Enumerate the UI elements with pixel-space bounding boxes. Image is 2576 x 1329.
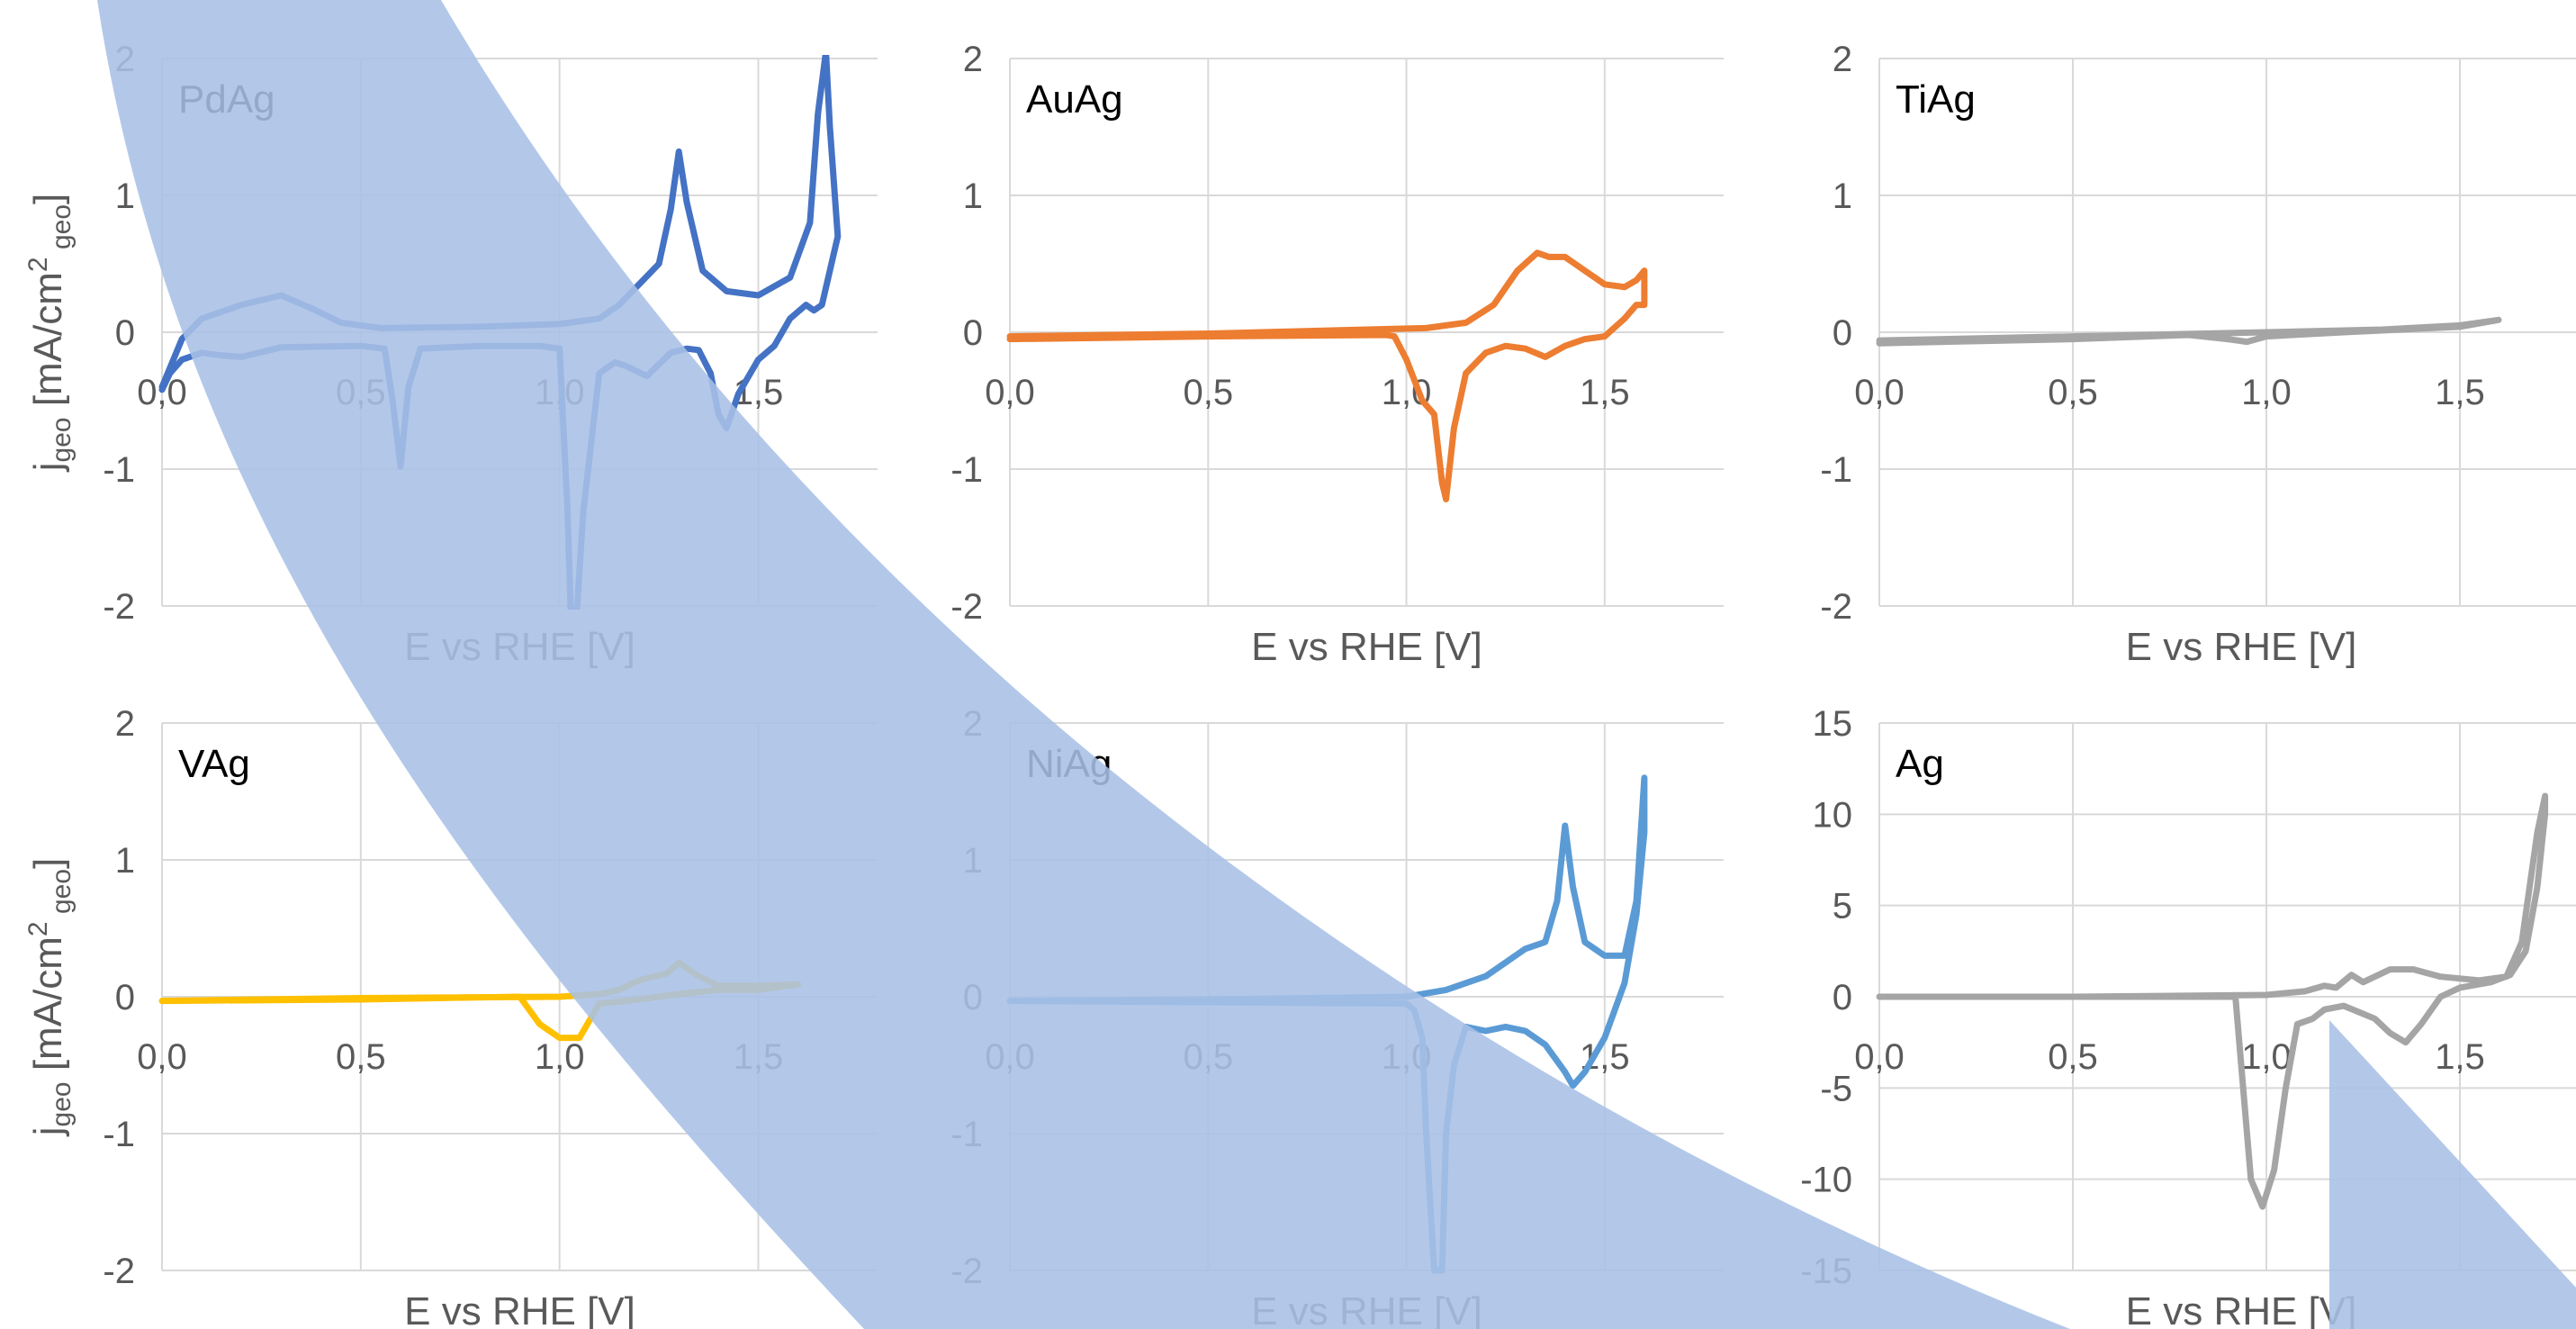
y-tick-label: 0 xyxy=(1833,313,1852,353)
y-tick-label: -1 xyxy=(950,450,983,490)
y-axis-title-part: ] xyxy=(26,194,70,204)
y-tick-label: -1 xyxy=(103,450,135,490)
panel-label: Ag xyxy=(1896,742,1944,786)
overlay-band xyxy=(97,0,2070,1329)
chart-panel-tiag: 2 1 0 -1 -2 0,0 0,5 1,0 1,5 E vs RHE [V] TiAg xyxy=(1820,40,2576,669)
chart-panel-vag: 210-1-20,00,51,01,5E vs RHE [V]jgeo [mA/… xyxy=(23,704,878,1329)
x-axis-title: E vs RHE [V] xyxy=(1251,625,1482,669)
panel-label: VAg xyxy=(178,742,250,786)
x-tick-label: 1,5 xyxy=(2435,373,2485,412)
y-axis-title-sup: 2 xyxy=(23,921,53,936)
series-line-auag xyxy=(1006,249,1648,502)
x-tick-label: 1,5 xyxy=(2435,1037,2485,1077)
x-tick-label: 0,5 xyxy=(2048,373,2098,412)
overlay-wedge xyxy=(2329,1020,2576,1329)
y-axis-title-sub: geo xyxy=(47,204,77,257)
x-tick-label: 0,0 xyxy=(1854,1037,1905,1077)
y-axis-title-sub: geo xyxy=(47,869,77,921)
y-tick-label: 0 xyxy=(115,313,135,353)
panel-label: AuAg xyxy=(1026,77,1123,122)
x-tick-label: 0,5 xyxy=(1183,373,1233,412)
y-axis-title-sub: geo xyxy=(47,1081,77,1126)
x-axis-title: E vs RHE [V] xyxy=(404,1289,635,1329)
y-tick-label: 5 xyxy=(1833,887,1852,927)
y-axis-title-part: j xyxy=(26,462,70,473)
x-tick-label: 1,0 xyxy=(535,1037,585,1077)
series-line-tiag xyxy=(1876,316,2502,347)
y-axis-title: jgeo [mA/cm2 geo] xyxy=(23,194,77,473)
y-tick-label: 0 xyxy=(115,978,135,1017)
y-tick-label: -2 xyxy=(103,1252,135,1291)
y-axis-title-part: [mA/cm xyxy=(26,272,70,417)
x-tick-label: 1,0 xyxy=(2241,1037,2292,1077)
y-axis-title-part: ] xyxy=(26,858,70,869)
y-tick-label: -2 xyxy=(1820,587,1852,627)
y-tick-label: 2 xyxy=(963,40,983,79)
x-tick-label: 0,5 xyxy=(2048,1037,2098,1077)
x-tick-label: 0,0 xyxy=(137,1037,187,1077)
y-tick-label: 1 xyxy=(115,176,135,216)
y-axis-title-part: [mA/cm xyxy=(26,936,70,1081)
y-tick-label: -1 xyxy=(1820,450,1852,490)
x-axis-title: E vs RHE [V] xyxy=(2126,625,2357,669)
y-tick-label: 1 xyxy=(115,841,135,881)
y-tick-label: 10 xyxy=(1813,795,1853,835)
x-tick-label: 0,5 xyxy=(336,1037,386,1077)
x-tick-label: 0,0 xyxy=(1854,373,1905,412)
y-tick-label: -10 xyxy=(1800,1161,1852,1200)
y-tick-label: 1 xyxy=(1833,176,1852,216)
y-tick-label: -2 xyxy=(950,587,983,627)
y-tick-label: 2 xyxy=(115,704,135,744)
y-tick-label: -1 xyxy=(103,1115,135,1154)
y-tick-label: 0 xyxy=(1833,978,1852,1017)
y-tick-label: -5 xyxy=(1820,1069,1852,1108)
x-tick-label: 1,5 xyxy=(1580,373,1630,412)
y-axis-title-part: j xyxy=(26,1126,70,1137)
panel-label: TiAg xyxy=(1896,77,1976,122)
y-axis-title-sub: geo xyxy=(47,417,77,462)
y-tick-label: 0 xyxy=(963,313,983,353)
x-tick-label: 0,0 xyxy=(985,373,1035,412)
y-axis-title: jgeo [mA/cm2 geo] xyxy=(23,858,77,1137)
y-tick-label: -2 xyxy=(103,587,135,627)
x-tick-label: 1,0 xyxy=(2241,373,2292,412)
chart-panel-auag: 210-1-20,0 0,5 1,0 1,5E vs RHE [V]AuAg xyxy=(950,40,1724,669)
y-tick-label: 2 xyxy=(1833,40,1852,79)
y-tick-label: 1 xyxy=(963,176,983,216)
series-line-ag xyxy=(1876,792,2549,1210)
y-axis-title-sup: 2 xyxy=(23,257,53,272)
x-axis-title: E vs RHE [V] xyxy=(2126,1289,2357,1329)
y-tick-label: 15 xyxy=(1813,704,1853,744)
